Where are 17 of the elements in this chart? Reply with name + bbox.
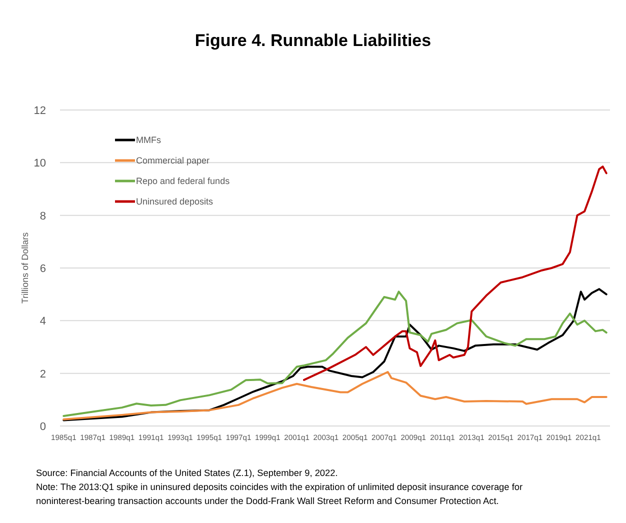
text: Note: The 2013:Q1 spike in uninsured deposits coincides with the expiration of unlimited deposit insurance coverage for noninterest-bearing transaction accounts under the Dodd-Frank Wall Street Reform and Consumer Protection Act.: [36, 482, 523, 506]
y-tick-label: 6: [40, 263, 46, 275]
legend-label: Commercial paper: [136, 156, 210, 166]
line-series: [62, 371, 608, 420]
chart-title: Figure 4. Runnable Liabilities: [194, 31, 432, 50]
y-tick-label: 12: [34, 105, 46, 117]
legend-label: MMFs: [136, 135, 162, 145]
y-tick-label: 0: [40, 421, 46, 433]
y-tick-label: 2: [40, 368, 46, 380]
legend-label: Uninsured deposits: [136, 196, 214, 206]
legend-label: Repo and federal funds: [136, 176, 230, 186]
y-tick-label: 4: [40, 316, 46, 328]
source-note: Source: Financial Accounts of the United States (Z.1), September 9, 2022.: [36, 468, 338, 478]
y-tick-label: 10: [34, 158, 46, 170]
y-axis-title: Trillions of Dollars: [20, 232, 30, 304]
line-series: [303, 166, 608, 381]
y-tick-label: 8: [40, 210, 46, 222]
